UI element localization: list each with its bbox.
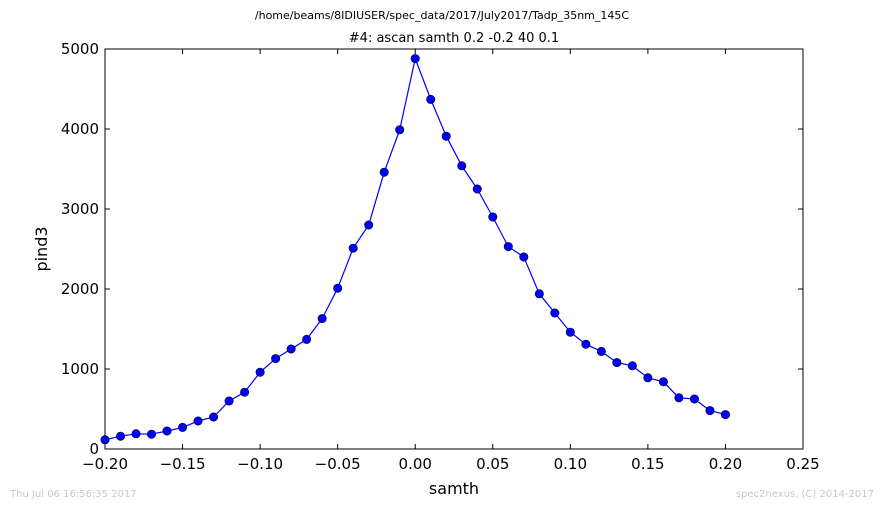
x-tick-label: 0.15 [631, 455, 664, 473]
data-point [240, 387, 250, 397]
data-point [255, 367, 265, 377]
data-point [410, 54, 420, 64]
data-point [550, 308, 560, 318]
data-point [426, 94, 436, 104]
data-point [689, 394, 699, 404]
x-axis-label: samth [429, 479, 479, 498]
data-point [302, 334, 312, 344]
plot-area [104, 48, 804, 450]
x-tick-label: 0.10 [554, 455, 587, 473]
data-point [472, 184, 482, 194]
y-tick-label: 1000 [61, 360, 99, 378]
x-tick-label: 0.25 [786, 455, 819, 473]
data-point [565, 327, 575, 337]
copyright-footer: spec2nexus, (C) 2014-2017 [735, 489, 874, 500]
data-point [209, 412, 219, 422]
data-point [364, 220, 374, 230]
y-tick-label: 0 [89, 440, 99, 458]
data-point [348, 243, 358, 253]
data-point [395, 125, 405, 135]
data-point [147, 429, 157, 439]
data-point [705, 406, 715, 416]
data-point [534, 289, 544, 299]
data-point [116, 431, 126, 441]
data-point [162, 426, 172, 436]
data-point [720, 410, 730, 420]
data-point [271, 354, 281, 364]
data-point [643, 373, 653, 383]
data-point [286, 344, 296, 354]
data-point [612, 358, 622, 368]
data-point [596, 346, 606, 356]
data-point [581, 339, 591, 349]
x-tick-label: −0.05 [315, 455, 361, 473]
y-tick-label: 3000 [61, 200, 99, 218]
data-point [333, 283, 343, 293]
data-point [193, 416, 203, 426]
chart-title: #4: ascan samth 0.2 -0.2 40 0.1 [349, 31, 559, 46]
series-line [104, 56, 726, 441]
timestamp-footer: Thu Jul 06 16:56:35 2017 [10, 489, 137, 500]
data-point [488, 212, 498, 222]
data-point [457, 161, 467, 171]
data-point [503, 242, 513, 252]
x-tick-label: −0.10 [237, 455, 283, 473]
data-point [317, 314, 327, 324]
x-tick-label: −0.20 [82, 455, 128, 473]
axis-ticks: −0.20 −0.15 −0.10 −0.05 0.00 0.05 0.10 0.15 0.20… [61, 40, 820, 473]
data-point [441, 131, 451, 141]
data-point [519, 252, 529, 262]
y-axis-label: pind3 [32, 226, 51, 271]
figure-suptitle: /home/beams/8IDIUSER/spec_data/2017/July… [254, 9, 630, 22]
y-tick-label: 4000 [61, 120, 99, 138]
y-tick-label: 5000 [61, 40, 99, 58]
data-point [100, 435, 110, 445]
x-tick-label: 0.20 [709, 455, 742, 473]
x-tick-label: −0.15 [160, 455, 206, 473]
series-group [100, 54, 730, 445]
data-point [224, 396, 234, 406]
data-point [658, 377, 668, 387]
data-point [131, 429, 141, 439]
x-tick-label: 0.00 [399, 455, 432, 473]
data-point [674, 393, 684, 403]
data-point [379, 167, 389, 177]
data-point [178, 422, 188, 432]
data-point [627, 361, 637, 371]
x-tick-label: 0.05 [476, 455, 509, 473]
y-tick-label: 2000 [61, 280, 99, 298]
